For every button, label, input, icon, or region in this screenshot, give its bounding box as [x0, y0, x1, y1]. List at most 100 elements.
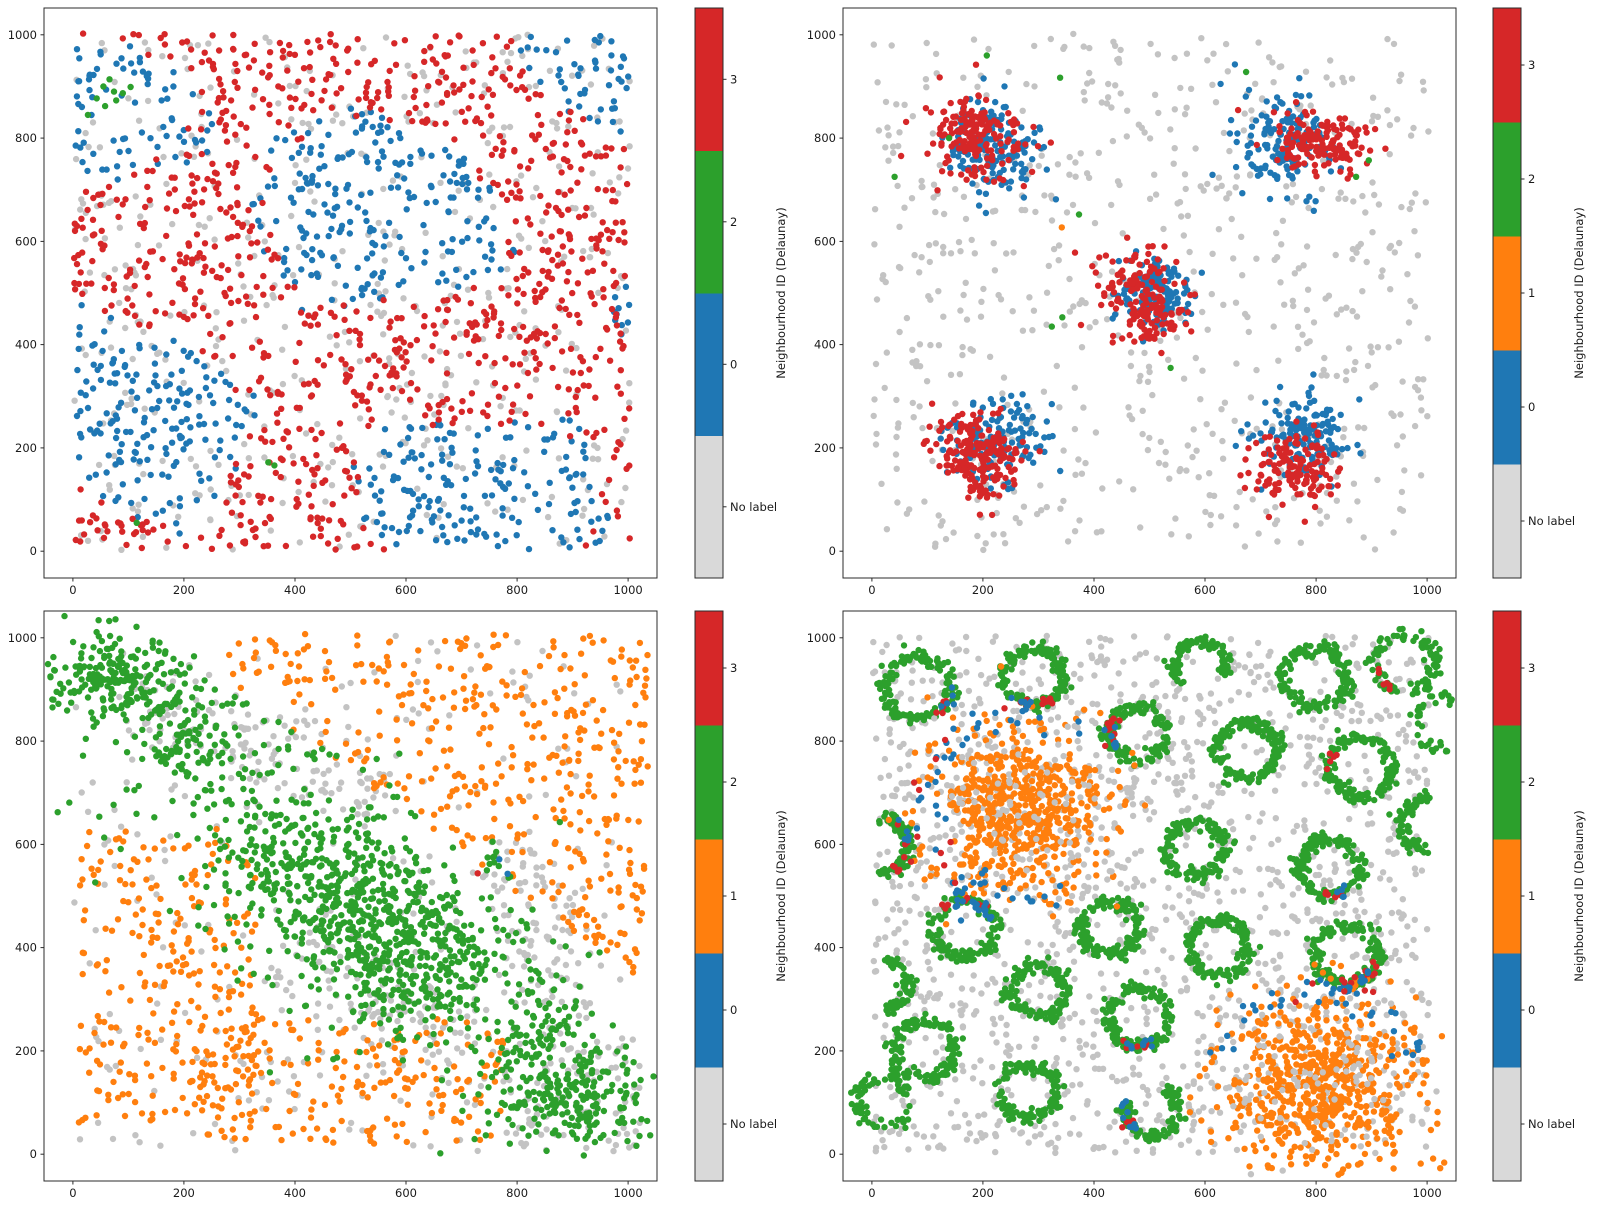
x-tick-label: 0 [69, 583, 76, 597]
points-green [1071, 893, 1148, 964]
points-green [1407, 689, 1455, 755]
points-green [891, 52, 1373, 372]
x-tick-label: 600 [1194, 1186, 1216, 1200]
colorbar-outline [694, 7, 724, 579]
points-green [1274, 638, 1358, 716]
points-blue [496, 856, 511, 877]
points-green [1386, 787, 1433, 857]
colorbar-tick-label: 0 [1528, 400, 1535, 414]
points-gray [927, 715, 1118, 891]
points-green [84, 76, 278, 526]
x-tick-label: 1000 [1412, 1186, 1441, 1200]
points-green [1161, 633, 1234, 687]
y-tick-label: 0 [30, 544, 37, 558]
colorbar-tick-label: No label [1528, 1117, 1575, 1131]
points-blue [1124, 1036, 1156, 1052]
colorbar-tick-label: 2 [730, 775, 737, 789]
y-tick-label: 200 [15, 441, 37, 455]
points-red [943, 440, 1015, 519]
x-tick-label: 600 [395, 583, 417, 597]
y-tick-label: 600 [814, 234, 836, 248]
x-tick-label: 200 [972, 1186, 994, 1200]
colorbar-tick-label: No label [730, 500, 777, 514]
points-red [71, 30, 633, 553]
points-green [992, 1059, 1068, 1127]
colorbar-top-left: No label 0 2 3 Neighbourhood ID (Delaunay) [694, 7, 788, 579]
y-tick-label: 800 [814, 734, 836, 748]
points-blue [938, 684, 958, 710]
points-green [848, 1071, 913, 1132]
points-orange [226, 630, 651, 976]
points-blue [1101, 723, 1120, 751]
colorbar-segment-0 [1493, 350, 1521, 465]
colorbar-segment-3 [1493, 8, 1521, 123]
x-tick-label: 800 [506, 583, 528, 597]
colorbar-segment-0 [695, 953, 723, 1068]
subplot-top-left: 0 200 400 600 800 1000 0 200 400 600 800 1000 No lab… [8, 7, 788, 597]
axes-frame [43, 610, 658, 1182]
x-tick-label: 400 [1083, 1186, 1105, 1200]
colorbar-tick-label: 2 [1528, 172, 1535, 186]
points-red [911, 705, 1008, 886]
x-tick-label: 800 [1305, 1186, 1327, 1200]
y-tick-label: 1000 [8, 631, 37, 645]
colorbar-segment-3 [695, 8, 723, 151]
axes-frame [842, 7, 1457, 579]
colorbar-segment-2 [695, 150, 723, 294]
points-red [1237, 418, 1344, 525]
colorbar-tick-label: 1 [1528, 286, 1535, 300]
colorbar-segment-no-label [695, 1067, 723, 1182]
x-tick-label: 800 [506, 1186, 528, 1200]
points-green [44, 612, 219, 742]
colorbar-segment-0 [695, 293, 723, 436]
colorbar-segment-1 [695, 839, 723, 954]
y-tick-label: 800 [15, 734, 37, 748]
x-tick-label: 0 [868, 1186, 875, 1200]
y-tick-label: 200 [814, 1044, 836, 1058]
y-tick-label: 600 [15, 234, 37, 248]
x-tick-label: 1000 [613, 583, 642, 597]
y-tick-label: 400 [15, 941, 37, 955]
y-tick-label: 0 [829, 544, 836, 558]
colorbar-axis-label: Neighbourhood ID (Delaunay) [774, 207, 788, 378]
y-tick-label: 800 [15, 131, 37, 145]
colorbar-segment-3 [695, 611, 723, 726]
points-red [1119, 1117, 1138, 1131]
colorbar-axis-label: Neighbourhood ID (Delaunay) [1572, 207, 1586, 378]
subplot-bottom-right: 0 200 400 600 800 1000 0 200 400 600 800 1000 No lab… [807, 610, 1586, 1200]
colorbar-tick-label: 1 [730, 889, 737, 903]
colorbar-outline [1492, 610, 1522, 1182]
y-tick-label: 200 [814, 441, 836, 455]
colorbar-segment-1 [1493, 236, 1521, 351]
colorbar-tick-label: 1 [1528, 889, 1535, 903]
points-red [897, 61, 1055, 194]
colorbar-segment-no-label [1493, 464, 1521, 579]
x-tick-label: 400 [1083, 583, 1105, 597]
points-blue [952, 866, 990, 924]
colorbar-tick-label: 2 [1528, 775, 1535, 789]
points-orange [1186, 959, 1448, 1178]
colorbar-top-right: No label 0 1 2 3 Neighbourhood ID (Delaunay) [1492, 7, 1586, 579]
points-gray [455, 791, 624, 1030]
points-orange [885, 663, 1149, 928]
points-green [1157, 814, 1239, 887]
points-green [881, 1010, 967, 1086]
points-orange [196, 1015, 507, 1147]
points-green [881, 954, 920, 1017]
points-red [1108, 273, 1195, 357]
y-tick-label: 1000 [807, 631, 836, 645]
subplot-top-right: 0 200 400 600 800 1000 0 200 400 600 800 1000 No lab… [807, 7, 1586, 597]
y-tick-label: 0 [30, 1147, 37, 1161]
points-green [1206, 714, 1288, 788]
x-tick-label: 600 [395, 1186, 417, 1200]
points-red [1120, 1037, 1150, 1051]
points-green [874, 642, 963, 727]
colorbar-tick-label: No label [730, 1117, 777, 1131]
colorbar-segment-1 [1493, 839, 1521, 954]
x-tick-label: 0 [868, 583, 875, 597]
colorbar-tick-label: 3 [1528, 58, 1535, 72]
colorbar-segment-no-label [695, 435, 723, 579]
y-tick-label: 400 [814, 338, 836, 352]
points-green [1099, 978, 1176, 1055]
colorbar-tick-label: 3 [730, 72, 737, 86]
